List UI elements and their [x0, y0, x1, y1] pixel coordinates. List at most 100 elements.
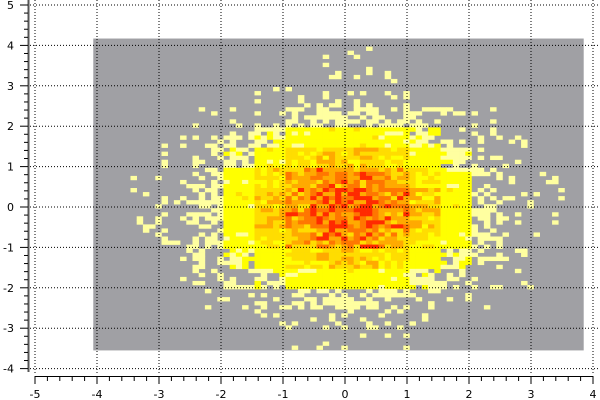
histogram-bin — [483, 244, 491, 249]
histogram-bin — [223, 228, 230, 233]
histogram-bin — [434, 147, 441, 152]
histogram-bin — [397, 272, 404, 278]
histogram-bin — [211, 188, 218, 193]
histogram-bin — [254, 309, 261, 314]
histogram-bin — [248, 179, 255, 185]
histogram-bin — [304, 115, 311, 120]
histogram-bin — [347, 272, 354, 278]
histogram-bin — [384, 188, 392, 193]
histogram-bin — [428, 301, 435, 306]
histogram-bin — [242, 220, 249, 225]
histogram-bin — [235, 220, 243, 225]
histogram-bin — [353, 151, 361, 156]
histogram-bin — [496, 175, 503, 181]
histogram-bin — [421, 228, 429, 233]
histogram-bin — [192, 236, 199, 241]
histogram-bin — [483, 212, 491, 217]
histogram-bin — [440, 236, 447, 241]
histogram-bin — [502, 196, 509, 201]
histogram-bin — [390, 272, 398, 278]
histogram-bin — [533, 232, 540, 237]
histogram-bin — [211, 135, 218, 140]
histogram-bin — [316, 284, 323, 290]
histogram-bin — [254, 143, 261, 148]
histogram-bin — [229, 131, 237, 136]
histogram-bin — [403, 131, 410, 136]
histogram-bin — [297, 175, 305, 181]
histogram-bin — [297, 163, 305, 169]
histogram-bin — [415, 147, 423, 152]
histogram-bin — [359, 293, 367, 298]
histogram-bin — [471, 284, 478, 290]
histogram-bin — [273, 183, 280, 189]
histogram-bin — [428, 236, 435, 241]
histogram-bin — [291, 236, 299, 241]
histogram-bin — [347, 252, 354, 257]
histogram-bin — [304, 220, 311, 225]
histogram-bin — [335, 196, 342, 201]
histogram-bin — [310, 127, 317, 132]
histogram-bin — [291, 240, 299, 245]
histogram-bin — [285, 200, 292, 205]
histogram-bin — [273, 236, 280, 241]
histogram-bin — [242, 256, 249, 262]
histogram-bin — [421, 204, 429, 209]
histogram-bin — [328, 244, 336, 249]
histogram-bin — [514, 212, 522, 217]
histogram-bin — [254, 183, 261, 189]
histogram-bin — [397, 232, 404, 237]
histogram-bin — [180, 256, 187, 262]
histogram-bin — [359, 208, 367, 213]
histogram-bin — [409, 208, 416, 213]
histogram-bin — [508, 139, 516, 144]
histogram-bin — [384, 139, 392, 144]
histogram-bin — [322, 216, 330, 221]
histogram-bin — [260, 244, 268, 249]
histogram-bin — [229, 192, 237, 197]
histogram-bin — [310, 119, 317, 124]
histogram-bin — [378, 167, 385, 173]
histogram-bin — [390, 127, 398, 132]
histogram-bin — [304, 183, 311, 189]
histogram-bin — [421, 135, 429, 140]
histogram-bin — [235, 224, 243, 229]
histogram-bin — [235, 200, 243, 205]
histogram-bin — [428, 107, 435, 112]
histogram-bin — [198, 175, 206, 181]
histogram-bin — [366, 163, 373, 169]
histogram-bin — [378, 163, 385, 169]
histogram-bin — [359, 167, 367, 173]
histogram-bin — [291, 256, 299, 262]
histogram-bin — [366, 204, 373, 209]
histogram-bin — [459, 236, 466, 241]
histogram-bin — [180, 196, 187, 201]
histogram-bin — [397, 224, 404, 229]
histogram-bin — [378, 127, 385, 132]
histogram-bin — [198, 204, 206, 209]
histogram-bin — [372, 143, 379, 148]
histogram-bin — [291, 244, 299, 249]
histogram-bin — [434, 248, 441, 253]
histogram-bin — [297, 305, 305, 310]
histogram-bin — [322, 297, 330, 302]
histogram-bin — [341, 216, 348, 221]
histogram-bin — [260, 220, 268, 225]
histogram-bin — [390, 248, 398, 253]
histogram-bin — [415, 232, 423, 237]
histogram-bin — [459, 244, 466, 249]
histogram-bin — [229, 240, 237, 245]
histogram-bin — [291, 127, 299, 132]
histogram-bin — [322, 127, 330, 132]
histogram-bin — [496, 284, 503, 290]
histogram-bin — [434, 171, 441, 177]
histogram-bin — [229, 159, 237, 165]
histogram-bin — [353, 216, 361, 221]
histogram-bin — [359, 256, 367, 262]
histogram-bin — [372, 236, 379, 241]
histogram-bin — [167, 240, 175, 245]
histogram-bin — [490, 284, 497, 290]
histogram-bin — [359, 151, 367, 156]
histogram-bin — [285, 272, 292, 278]
histogram-bin — [496, 155, 503, 161]
histogram-bin — [465, 188, 472, 193]
